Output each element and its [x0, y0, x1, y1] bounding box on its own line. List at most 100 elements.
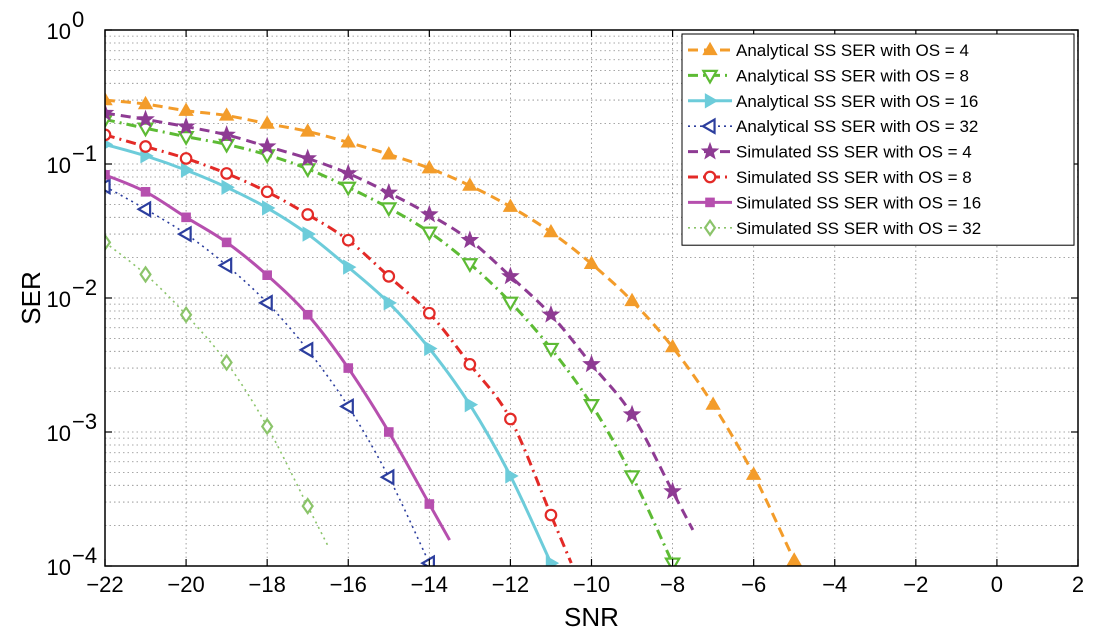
series-layer: [105, 91, 802, 566]
ticks-layer: −22 −20 −18 −16 −14 −12 −10 −8 −6 −4 −2 0 210 −410 −31…: [47, 7, 1085, 597]
marker-triangle-left: [339, 397, 354, 416]
marker-square: [221, 237, 232, 248]
marker-triangle-up: [259, 115, 275, 129]
legend-entry: Analytical SS SER with OS = 16: [688, 92, 978, 111]
y-tick-label-exponent: −4: [72, 543, 97, 568]
marker-triangle-down: [461, 258, 479, 273]
marker-triangle-down: [582, 398, 601, 414]
marker-triangle-left: [217, 256, 233, 274]
marker-triangle-up: [178, 102, 194, 116]
marker-star: [700, 141, 720, 160]
marker-star: [663, 481, 682, 500]
series-line: [105, 117, 676, 566]
marker-triangle-up: [421, 160, 438, 174]
series-line: [105, 133, 573, 564]
y-tick-label: 10: [47, 153, 71, 178]
x-tick-label: −20: [167, 572, 204, 597]
x-tick-label: −10: [573, 572, 610, 597]
marker-diamond: [703, 218, 717, 237]
marker-triangle-right: [105, 139, 114, 150]
marker-triangle-down: [420, 226, 438, 242]
marker-square: [262, 270, 272, 280]
marker-diamond: [105, 233, 112, 252]
marker-triangle-down: [542, 342, 560, 358]
y-tick-label-exponent: −3: [72, 409, 97, 434]
marker-triangle-up: [502, 198, 519, 212]
legend-label: Simulated SS SER with OS = 32: [736, 219, 981, 238]
x-tick-label: −6: [741, 572, 766, 597]
marker-triangle-right: [505, 468, 519, 484]
marker-star: [460, 230, 480, 249]
y-tick-label-exponent: 0: [72, 7, 84, 32]
y-tick-label: 10: [47, 421, 71, 446]
y-tick-label: 10: [47, 287, 71, 312]
series-line: [105, 173, 451, 541]
marker-triangle-left: [298, 341, 314, 359]
marker-triangle-left: [105, 177, 111, 195]
series-group: [105, 91, 802, 566]
marker-square: [705, 197, 715, 208]
legend-entry: Analytical SS SER with OS = 32: [688, 117, 978, 136]
marker-star: [136, 109, 155, 128]
legend-label: Analytical SS SER with OS = 4: [736, 41, 969, 60]
marker-star: [217, 125, 236, 143]
x-tick-label: 2: [1072, 572, 1084, 597]
x-tick-label: −12: [492, 572, 529, 597]
series-group: [105, 128, 573, 564]
marker-star: [541, 304, 561, 323]
marker-star: [338, 163, 358, 182]
marker-circle: [504, 412, 517, 426]
x-tick-label: 0: [991, 572, 1003, 597]
series-line: [105, 142, 554, 566]
marker-square: [302, 309, 313, 320]
x-tick-label: −4: [822, 572, 847, 597]
marker-triangle-up: [105, 91, 113, 106]
legend-label: Analytical SS SER with OS = 8: [736, 66, 969, 85]
marker-star: [582, 354, 601, 373]
marker-triangle-right: [221, 179, 235, 195]
marker-triangle-up: [745, 466, 762, 480]
marker-triangle-right: [302, 226, 316, 242]
marker-triangle-up: [340, 134, 356, 148]
marker-triangle-left: [176, 225, 192, 243]
marker-diamond: [260, 417, 274, 436]
y-tick-label: 10: [47, 555, 71, 580]
marker-triangle-up: [381, 146, 397, 160]
legend-entry: Simulated SS SER with OS = 4: [688, 141, 972, 162]
marker-square: [181, 212, 191, 223]
marker-triangle-left: [420, 554, 435, 566]
series-line: [105, 111, 695, 531]
marker-circle: [220, 167, 233, 180]
x-axis-label: SNR: [564, 602, 619, 632]
marker-triangle-left: [257, 294, 273, 312]
marker-star: [298, 148, 318, 167]
marker-star: [257, 136, 277, 155]
marker-star: [420, 204, 439, 223]
marker-square: [343, 363, 354, 373]
x-tick-label: −8: [660, 572, 685, 597]
marker-triangle-up: [137, 95, 154, 110]
legend-entry: Simulated SS SER with OS = 16: [688, 193, 981, 212]
y-tick-label-exponent: −2: [72, 275, 97, 300]
y-axis-label: SER: [16, 271, 46, 324]
marker-triangle-right: [545, 555, 560, 566]
legend-label: Simulated SS SER with OS = 16: [736, 193, 981, 212]
legend-label: Simulated SS SER with OS = 8: [736, 168, 972, 187]
series-group: [105, 103, 695, 531]
x-tick-label: −16: [330, 572, 367, 597]
marker-triangle-left: [379, 468, 395, 486]
marker-triangle-left: [700, 117, 716, 135]
marker-star: [176, 116, 196, 135]
marker-triangle-down: [218, 138, 236, 154]
marker-triangle-down: [136, 122, 155, 138]
marker-triangle-right: [180, 162, 195, 178]
legend-entry: Analytical SS SER with OS = 4: [688, 41, 969, 60]
marker-triangle-right: [383, 295, 397, 311]
y-tick-label: 10: [47, 19, 71, 44]
marker-triangle-right: [343, 259, 357, 275]
marker-triangle-up: [543, 223, 559, 238]
legend-entry: Analytical SS SER with OS = 8: [688, 66, 969, 85]
legend-label: Simulated SS SER with OS = 4: [736, 143, 972, 162]
marker-circle: [341, 233, 355, 247]
